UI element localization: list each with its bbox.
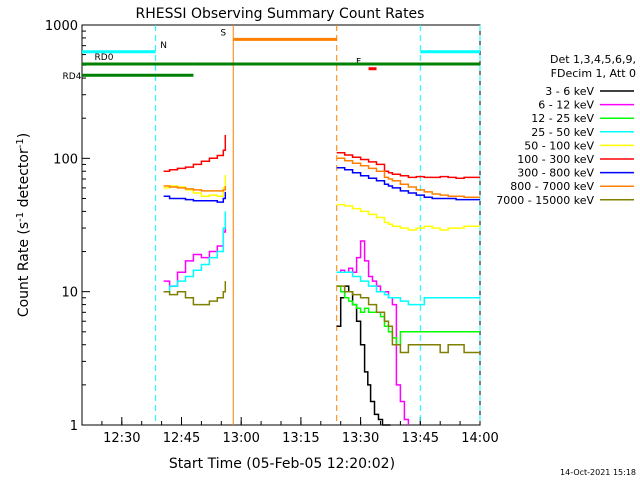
y-tick-label: 10 xyxy=(61,286,78,301)
legend-entry-label: 300 - 800 keV xyxy=(517,167,594,180)
state-bar-label: S xyxy=(220,28,226,38)
legend-header-line2: FDecim 1, Att 0 xyxy=(551,67,636,80)
legend-entry-label: 800 - 7000 keV xyxy=(510,180,594,193)
series-line xyxy=(163,191,227,203)
series-line xyxy=(336,240,410,425)
series-line xyxy=(163,185,227,192)
y-tick-label: 100 xyxy=(53,152,78,167)
y-axis-label: Count Rate (s-1 detector-1) xyxy=(15,133,32,317)
state-bars: NSFRD0RD4 xyxy=(63,28,480,82)
legend-entry-label: 6 - 12 keV xyxy=(538,99,594,112)
x-axis-label: Start Time (05-Feb-05 12:20:02) xyxy=(169,456,395,472)
legend-header-line1: Det 1,3,4,5,6,9, xyxy=(550,53,636,66)
series-line xyxy=(336,203,480,231)
legend-entry-label: 7000 - 15000 keV xyxy=(496,194,594,207)
data-series xyxy=(163,134,480,426)
legend-entry-label: 50 - 100 keV xyxy=(524,139,594,152)
y-tick-label: 1 xyxy=(70,419,78,434)
series-line xyxy=(336,157,480,199)
legend-entry-label: 12 - 25 keV xyxy=(531,112,594,125)
x-tick-label: 13:45 xyxy=(402,431,439,446)
state-bar-label: RD4 xyxy=(63,72,82,82)
state-bar-label: RD0 xyxy=(95,53,114,63)
chart-title: RHESSI Observing Summary Count Rates xyxy=(136,6,425,22)
series-line xyxy=(163,134,227,173)
legend-entry-label: 100 - 300 keV xyxy=(517,153,594,166)
series-line xyxy=(336,285,391,426)
series-line xyxy=(163,211,227,293)
legend-entry-label: 25 - 50 keV xyxy=(531,126,594,139)
footer-date: 14-Oct-2021 15:18 xyxy=(560,468,636,477)
series-line xyxy=(163,281,227,306)
series-line xyxy=(163,219,227,287)
state-bar-label: N xyxy=(160,41,167,51)
series-line xyxy=(163,175,227,197)
legend-entry-label: 3 - 6 keV xyxy=(545,85,594,98)
x-tick-label: 12:45 xyxy=(163,431,200,446)
state-change-lines xyxy=(155,25,481,425)
series-line xyxy=(336,285,480,354)
axis-ticks: 12:30 12:45 13:00 13:15 13:30 13:45 14:00 1 10 10… xyxy=(45,19,499,446)
x-tick-label: 13:00 xyxy=(222,431,259,446)
x-tick-label: 13:30 xyxy=(342,431,379,446)
x-tick-label: 12:30 xyxy=(103,431,140,446)
series-line xyxy=(336,166,480,201)
y-tick-label: 1000 xyxy=(45,19,78,34)
x-tick-label: 13:15 xyxy=(282,431,319,446)
series-line xyxy=(336,152,480,179)
x-tick-label: 14:00 xyxy=(461,431,498,446)
series-line xyxy=(336,271,480,306)
